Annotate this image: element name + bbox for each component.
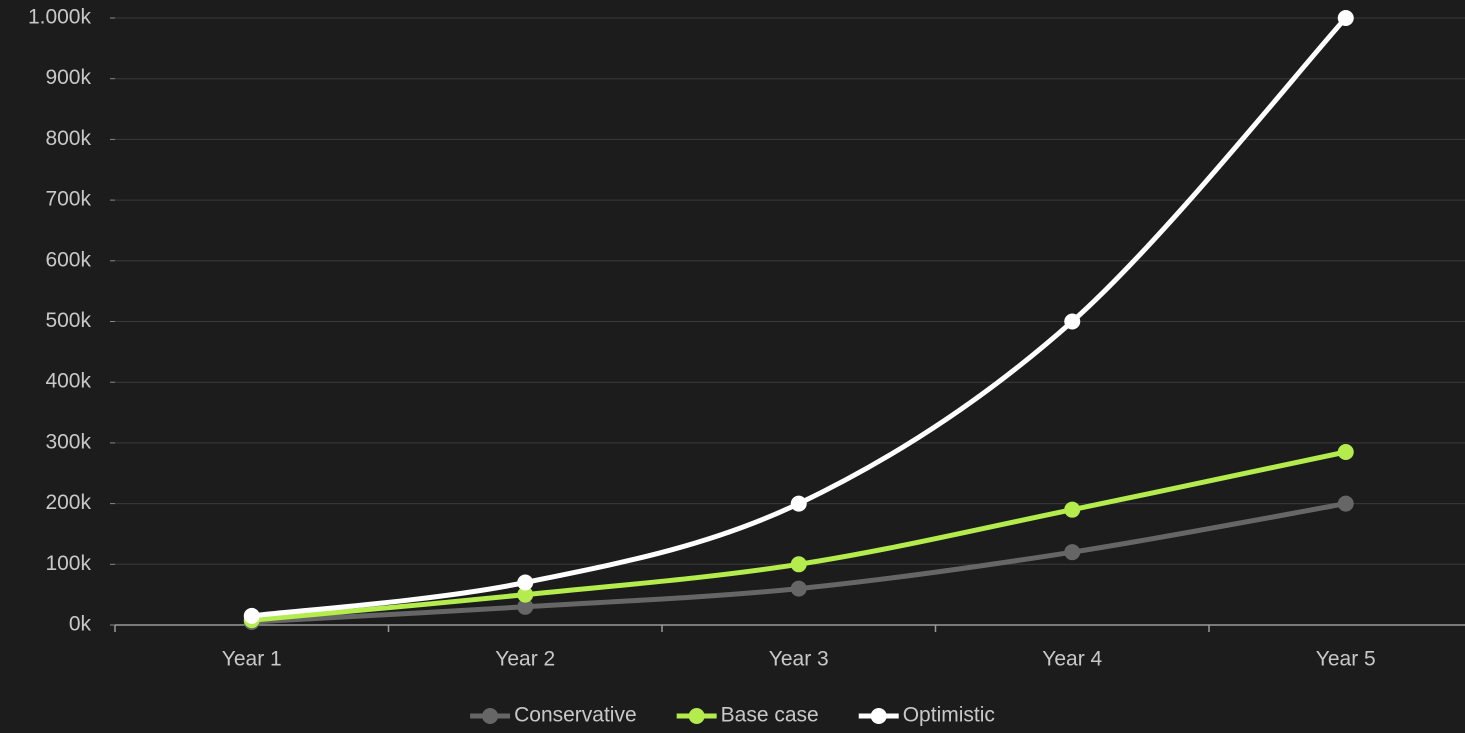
y-tick-label: 700k: [45, 188, 91, 211]
y-tick-label: 100k: [45, 552, 91, 575]
y-tick-label: 1.000k: [28, 6, 92, 29]
point: [517, 574, 534, 591]
y-tick-label: 200k: [45, 491, 91, 514]
legend-label: Optimistic: [903, 704, 995, 727]
legend-marker: [688, 708, 705, 724]
legend-label: Base case: [721, 704, 819, 727]
point: [243, 607, 260, 624]
legend-marker: [870, 708, 887, 724]
point: [1337, 10, 1354, 26]
point: [1064, 544, 1081, 561]
point: [1337, 495, 1354, 512]
point: [1064, 501, 1081, 518]
point: [790, 580, 807, 597]
point: [517, 586, 534, 603]
y-tick-label: 600k: [45, 248, 91, 271]
point: [790, 495, 807, 512]
y-tick-label: 400k: [45, 370, 91, 393]
x-tick-label: Year 5: [1316, 648, 1376, 671]
point: [790, 556, 807, 573]
x-tick-label: Year 1: [222, 648, 282, 671]
legend-label: Conservative: [514, 704, 637, 727]
x-tick-label: Year 4: [1042, 648, 1102, 671]
legend-marker: [482, 708, 499, 724]
point: [517, 598, 534, 615]
series-line: [251, 16, 1348, 619]
point: [1064, 313, 1081, 330]
y-tick-label: 900k: [45, 66, 91, 89]
y-tick-label: 0k: [69, 613, 92, 636]
x-tick-label: Year 3: [769, 648, 829, 671]
y-tick-label: 500k: [45, 309, 91, 332]
legend: Conservative Base case Optimistic: [470, 704, 995, 727]
y-tick-label: 800k: [45, 127, 91, 150]
point: [1337, 444, 1354, 461]
y-tick-label: 300k: [45, 430, 91, 453]
x-tick-label: Year 2: [495, 648, 555, 671]
